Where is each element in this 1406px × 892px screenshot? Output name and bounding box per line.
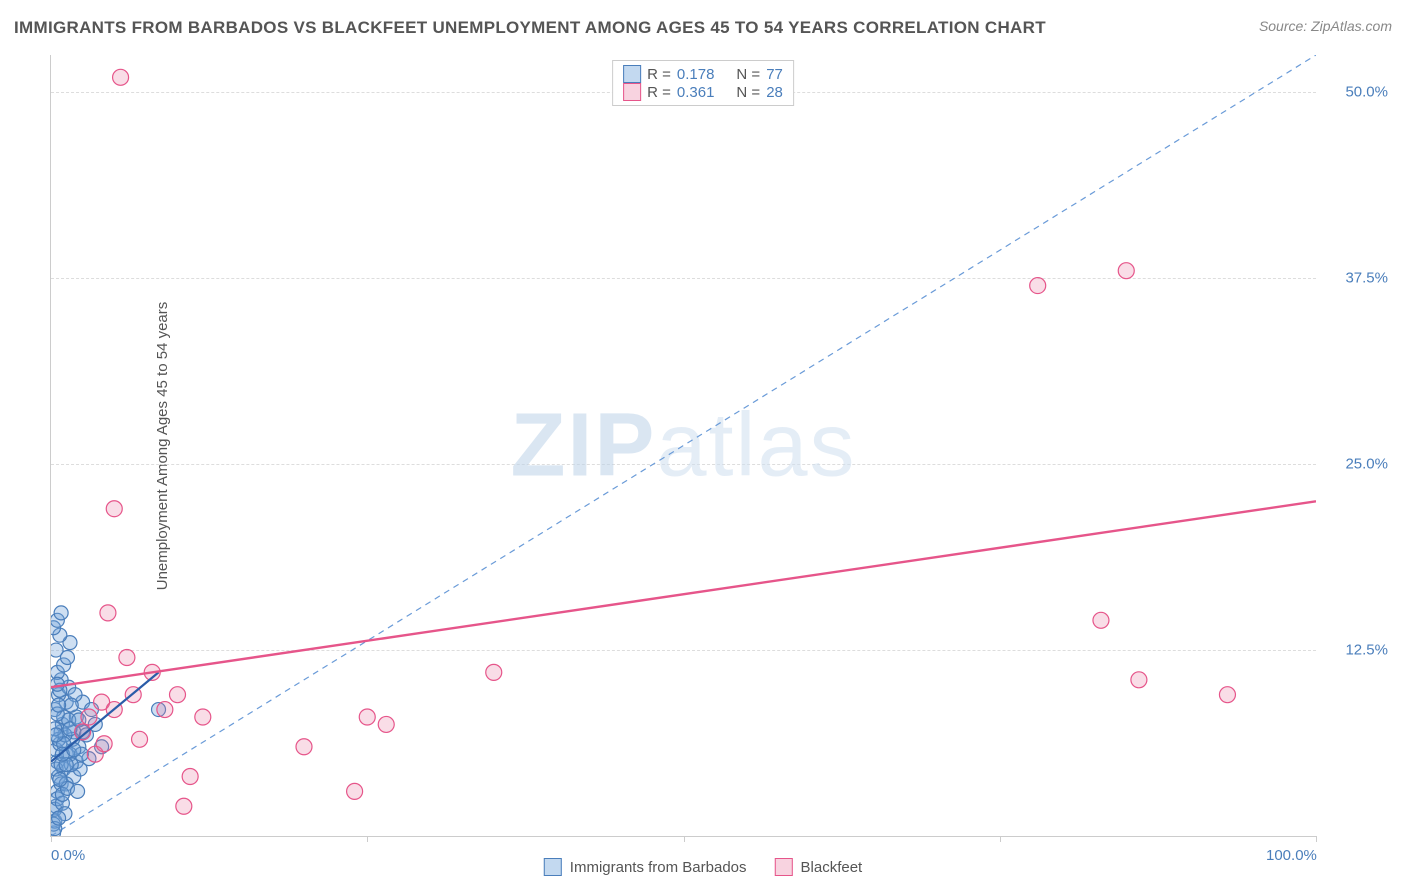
data-point bbox=[132, 731, 148, 747]
legend-swatch bbox=[544, 858, 562, 876]
x-tick bbox=[51, 836, 52, 842]
source-attribution: Source: ZipAtlas.com bbox=[1259, 18, 1392, 34]
legend-swatch bbox=[623, 83, 641, 101]
data-point bbox=[67, 743, 81, 757]
y-tick-label: 25.0% bbox=[1328, 456, 1388, 473]
data-point bbox=[96, 736, 112, 752]
data-point bbox=[52, 698, 66, 712]
legend-r-label: R = bbox=[647, 84, 671, 101]
legend-n-value: 28 bbox=[766, 84, 783, 101]
trend-line bbox=[51, 55, 1316, 836]
y-tick-label: 50.0% bbox=[1328, 84, 1388, 101]
y-tick-label: 37.5% bbox=[1328, 270, 1388, 287]
chart-svg bbox=[51, 55, 1316, 836]
correlation-legend: R = 0.178 N = 77 R = 0.361 N = 28 bbox=[612, 60, 794, 106]
series-legend-item: Blackfeet bbox=[775, 858, 863, 876]
data-point bbox=[176, 798, 192, 814]
data-point bbox=[106, 501, 122, 517]
series-legend-label: Blackfeet bbox=[801, 859, 863, 876]
data-point bbox=[296, 739, 312, 755]
x-tick-label: 0.0% bbox=[51, 847, 85, 864]
data-point bbox=[54, 606, 68, 620]
legend-swatch bbox=[623, 65, 641, 83]
x-tick-label: 100.0% bbox=[1266, 847, 1317, 864]
legend-row: R = 0.361 N = 28 bbox=[623, 83, 783, 101]
data-point bbox=[1118, 263, 1134, 279]
legend-swatch bbox=[775, 858, 793, 876]
data-point bbox=[81, 709, 97, 725]
data-point bbox=[119, 649, 135, 665]
legend-n-label: N = bbox=[736, 84, 760, 101]
data-point bbox=[1219, 687, 1235, 703]
legend-n-label: N = bbox=[736, 66, 760, 83]
x-tick bbox=[1316, 836, 1317, 842]
data-point bbox=[378, 716, 394, 732]
data-point bbox=[51, 728, 63, 742]
chart-title: IMMIGRANTS FROM BARBADOS VS BLACKFEET UN… bbox=[14, 18, 1046, 38]
legend-r-label: R = bbox=[647, 66, 671, 83]
data-point bbox=[182, 768, 198, 784]
series-legend-item: Immigrants from Barbados bbox=[544, 858, 747, 876]
data-point bbox=[71, 784, 85, 798]
data-point bbox=[359, 709, 375, 725]
legend-r-value: 0.178 bbox=[677, 66, 715, 83]
data-point bbox=[170, 687, 186, 703]
data-point bbox=[157, 702, 173, 718]
legend-r-value: 0.361 bbox=[677, 84, 715, 101]
data-point bbox=[486, 664, 502, 680]
data-point bbox=[1131, 672, 1147, 688]
data-point bbox=[1030, 278, 1046, 294]
legend-n-value: 77 bbox=[766, 66, 783, 83]
data-point bbox=[51, 643, 63, 657]
trend-line bbox=[51, 501, 1316, 687]
series-legend-label: Immigrants from Barbados bbox=[570, 859, 747, 876]
data-point bbox=[347, 783, 363, 799]
data-point bbox=[52, 811, 66, 825]
data-point bbox=[64, 698, 78, 712]
data-point bbox=[113, 69, 129, 85]
x-tick bbox=[367, 836, 368, 842]
data-point bbox=[51, 677, 64, 691]
data-point bbox=[195, 709, 211, 725]
series-legend: Immigrants from Barbados Blackfeet bbox=[544, 858, 862, 876]
legend-row: R = 0.178 N = 77 bbox=[623, 65, 783, 83]
x-tick bbox=[1000, 836, 1001, 842]
y-tick-label: 12.5% bbox=[1328, 642, 1388, 659]
data-point bbox=[53, 772, 67, 786]
x-tick bbox=[684, 836, 685, 842]
plot-area: ZIPatlas 25.0%50.0%12.5%37.5%0.0%100.0% bbox=[50, 55, 1316, 837]
data-point bbox=[100, 605, 116, 621]
data-point bbox=[1093, 612, 1109, 628]
